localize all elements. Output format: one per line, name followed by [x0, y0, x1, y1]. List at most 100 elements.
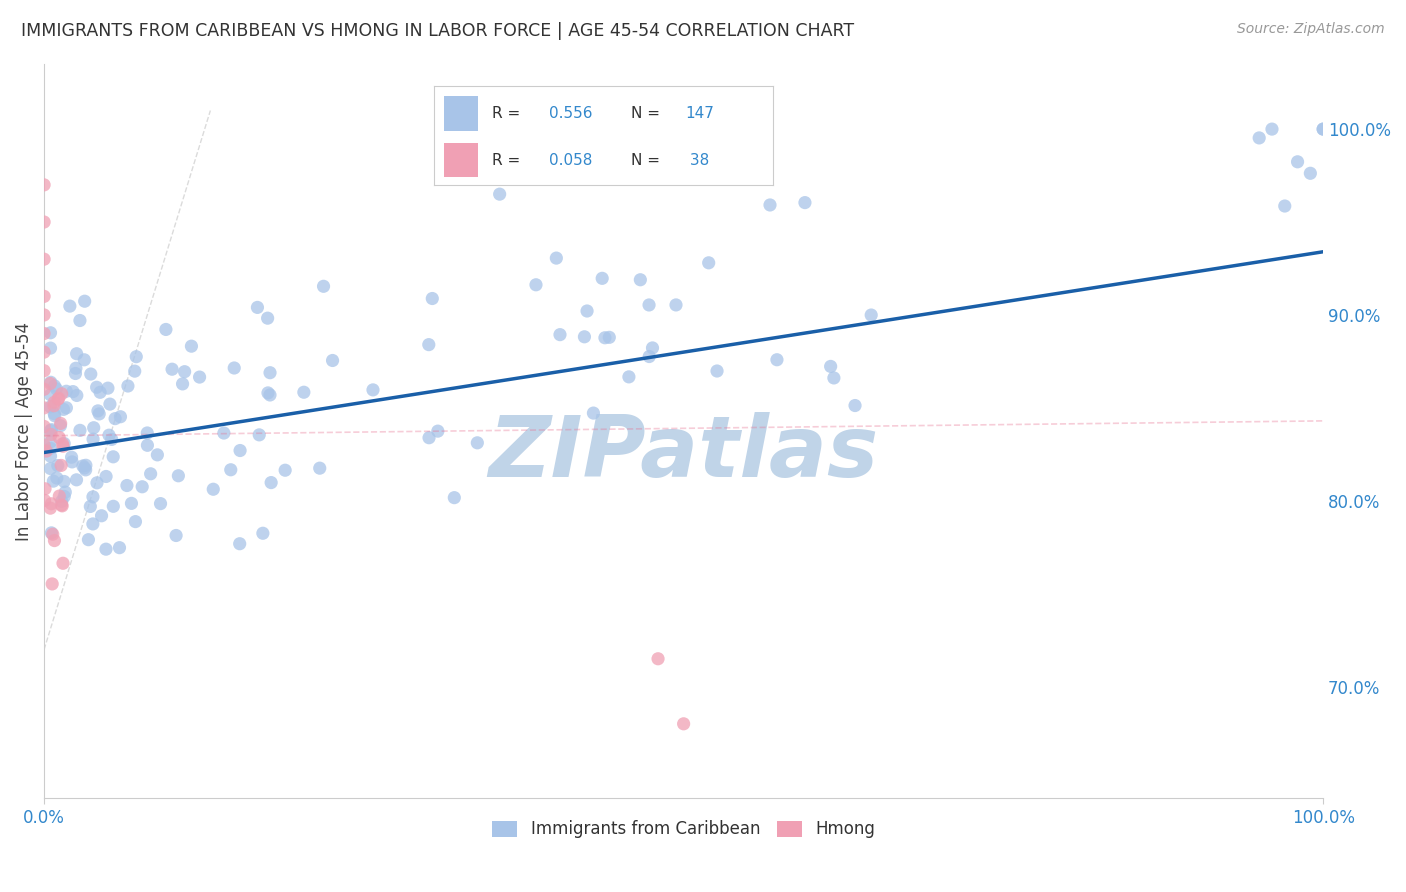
Point [322, 353, 344, 368]
Point [51, 498, 73, 512]
Point [212, 425, 235, 440]
Point [42, 474, 65, 488]
Point [62, 384, 84, 399]
Point [65, 473, 87, 487]
Point [259, 366, 281, 380]
Point [524, 277, 547, 292]
Point [42, 527, 65, 541]
Point [86, 380, 108, 394]
Point [39, 400, 62, 414]
Point [32, 289, 55, 303]
Point [32, 364, 55, 378]
Point [32, 382, 55, 396]
Point [55, 384, 77, 399]
Point [65, 361, 87, 376]
Point [65, 367, 87, 381]
Point [52, 402, 75, 417]
Point [420, 292, 443, 306]
Point [665, 298, 688, 312]
Point [229, 443, 252, 458]
Y-axis label: In Labor Force | Age 45-54: In Labor Force | Age 45-54 [15, 322, 32, 541]
Point [39, 326, 62, 340]
Point [41, 497, 63, 511]
Point [149, 497, 172, 511]
Point [49, 458, 72, 473]
Point [165, 528, 187, 542]
Point [108, 541, 131, 555]
Point [593, 331, 616, 345]
Point [844, 399, 866, 413]
Point [465, 435, 488, 450]
Point [66, 388, 89, 402]
Point [488, 187, 510, 202]
Point [39, 424, 62, 438]
Point [32, 345, 55, 359]
Point [32, 308, 55, 322]
Point [39, 427, 62, 442]
Point [641, 341, 664, 355]
Point [82, 516, 104, 531]
Point [110, 409, 132, 424]
Point [591, 271, 613, 285]
Point [117, 379, 139, 393]
Point [617, 369, 640, 384]
Point [48, 489, 70, 503]
Point [546, 251, 568, 265]
Point [46, 458, 69, 473]
Point [98, 397, 121, 411]
Point [274, 463, 297, 477]
Point [39, 442, 62, 456]
Point [44, 379, 66, 393]
Point [136, 425, 159, 440]
Point [39, 376, 62, 391]
Point [188, 370, 211, 384]
Point [246, 301, 269, 315]
Point [48, 430, 70, 444]
Point [418, 431, 440, 445]
Point [256, 311, 278, 326]
Point [69, 313, 91, 327]
Point [34, 482, 56, 496]
Point [97, 381, 120, 395]
Point [94, 469, 117, 483]
Point [32, 178, 55, 192]
Point [759, 198, 782, 212]
Point [94, 542, 117, 557]
Point [228, 537, 250, 551]
Point [361, 383, 384, 397]
Point [39, 388, 62, 402]
Point [53, 436, 76, 450]
Point [582, 406, 605, 420]
Point [52, 439, 75, 453]
Point [638, 298, 661, 312]
Point [124, 515, 146, 529]
Point [75, 458, 97, 473]
Point [41, 525, 63, 540]
Point [32, 326, 55, 341]
Point [39, 341, 62, 355]
Point [180, 339, 202, 353]
Point [224, 361, 246, 376]
Point [44, 395, 66, 409]
Point [1286, 154, 1309, 169]
Point [426, 424, 449, 438]
Point [697, 256, 720, 270]
Point [131, 480, 153, 494]
Text: Source: ZipAtlas.com: Source: ZipAtlas.com [1237, 22, 1385, 37]
Point [548, 327, 571, 342]
Point [53, 485, 76, 500]
Point [167, 468, 190, 483]
Point [34, 493, 56, 508]
Point [1261, 122, 1284, 136]
Point [160, 362, 183, 376]
Point [1249, 131, 1271, 145]
Point [100, 433, 122, 447]
Point [45, 471, 67, 485]
Text: IMMIGRANTS FROM CARIBBEAN VS HMONG IN LABOR FORCE | AGE 45-54 CORRELATION CHART: IMMIGRANTS FROM CARIBBEAN VS HMONG IN LA… [21, 22, 855, 40]
Point [820, 359, 842, 374]
Point [39, 449, 62, 463]
Point [60, 455, 83, 469]
Point [73, 461, 96, 475]
Point [672, 716, 695, 731]
Point [86, 475, 108, 490]
